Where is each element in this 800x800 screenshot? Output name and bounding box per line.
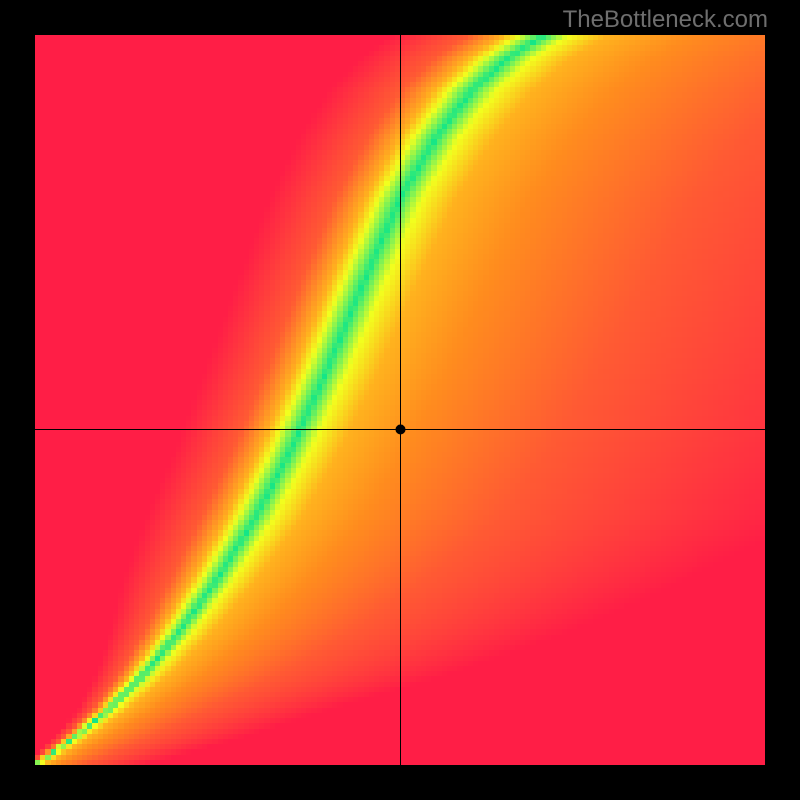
bottleneck-heatmap [35, 35, 765, 765]
chart-container: TheBottleneck.com [0, 0, 800, 800]
watermark-label: TheBottleneck.com [563, 6, 768, 34]
